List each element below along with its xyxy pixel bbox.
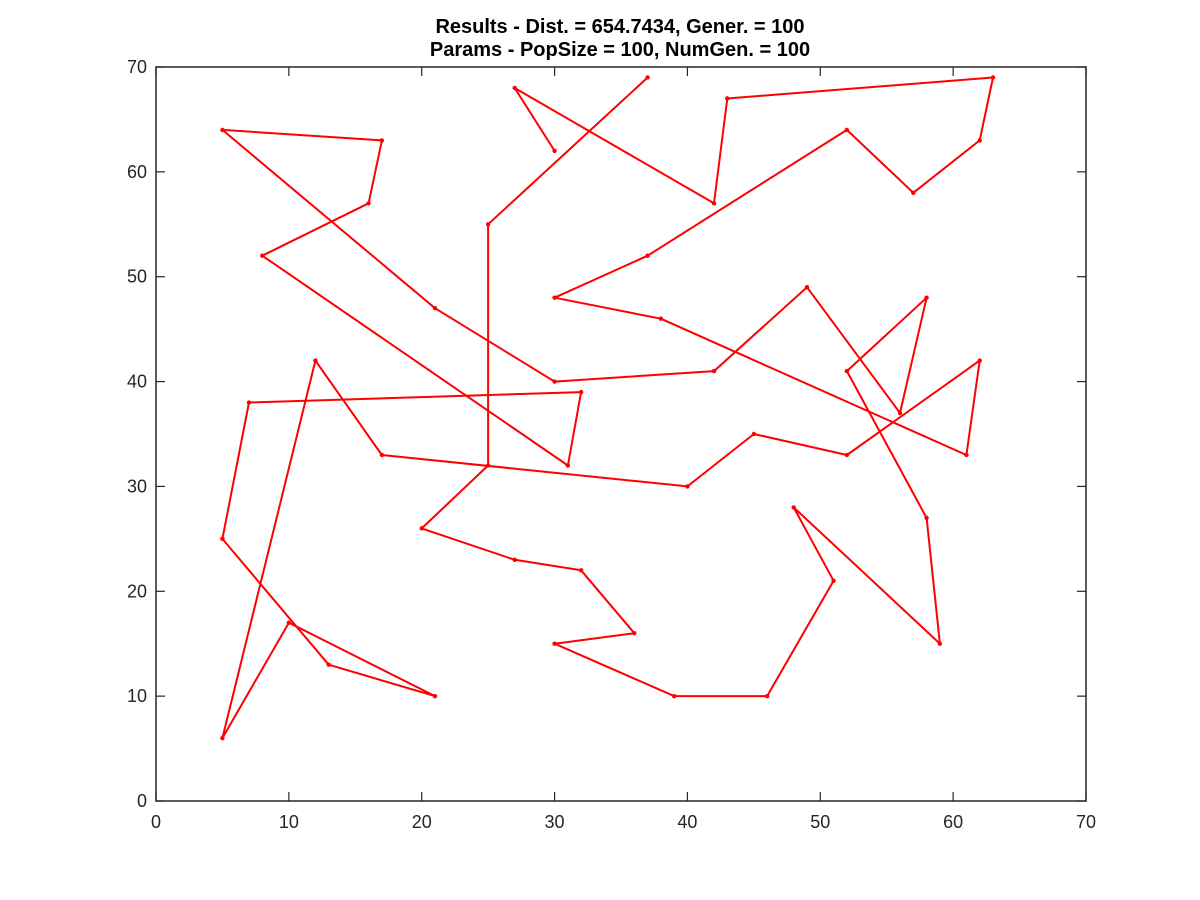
city-point (764, 693, 770, 699)
city-point (552, 379, 557, 384)
y-tick-label: 0 (137, 791, 147, 811)
y-tick-label: 20 (127, 581, 147, 601)
route-line (221, 76, 994, 740)
y-tick-label: 50 (127, 267, 147, 287)
city-point (432, 693, 438, 699)
city-point (658, 316, 664, 321)
x-tick-label: 40 (677, 812, 697, 832)
city-point (977, 138, 982, 143)
city-point (844, 127, 850, 133)
city-point (671, 693, 677, 699)
city-point (990, 75, 996, 80)
y-tick-label: 30 (127, 476, 147, 496)
chart-title: Results - Dist. = 654.7434, Gener. = 100 (435, 16, 804, 38)
city-point (220, 536, 225, 542)
city-point (711, 368, 717, 374)
x-tick-label: 70 (1076, 812, 1096, 832)
y-tick-label: 60 (127, 162, 147, 182)
city-point (419, 526, 424, 531)
city-point (379, 138, 385, 143)
city-point (645, 253, 650, 258)
chart-subtitle: Params - PopSize = 100, NumGen. = 100 (430, 39, 810, 61)
city-point (831, 578, 836, 583)
city-point (512, 557, 517, 563)
x-tick-label: 10 (279, 812, 299, 832)
city-point (632, 631, 637, 636)
city-point (964, 452, 969, 458)
city-point (366, 201, 371, 206)
city-point (565, 463, 571, 468)
city-point (791, 505, 796, 510)
city-point (711, 201, 717, 206)
city-point (937, 641, 943, 646)
city-point (286, 620, 292, 625)
x-tick-label: 50 (810, 812, 830, 832)
city-point (485, 463, 491, 468)
x-tick-label: 60 (943, 812, 963, 832)
city-point (911, 190, 916, 196)
city-point (220, 735, 225, 741)
city-point (552, 148, 557, 154)
city-point (552, 295, 557, 300)
city-point (977, 358, 982, 363)
city-point (924, 295, 929, 300)
city-point (512, 85, 517, 91)
city-point (326, 662, 331, 667)
x-tick-label: 0 (151, 812, 161, 832)
city-point (485, 222, 491, 227)
city-point (260, 253, 265, 258)
axes-box (155, 66, 1087, 802)
city-point (751, 431, 757, 437)
x-tick-label: 30 (545, 812, 565, 832)
city-point (313, 358, 318, 363)
city-point (844, 452, 850, 458)
city-point (246, 400, 252, 405)
city-point (725, 96, 730, 101)
city-point (844, 368, 850, 374)
city-point (379, 452, 385, 458)
city-point (645, 75, 650, 80)
city-point (432, 305, 438, 311)
city-point (578, 389, 584, 395)
city-point (924, 515, 929, 521)
city-point (897, 410, 903, 416)
city-point (804, 285, 810, 290)
city-point (220, 127, 225, 133)
city-point (578, 568, 584, 573)
x-tick-label: 20 (412, 812, 432, 832)
y-tick-label: 70 (127, 57, 147, 77)
plot-area: 0 10 20 30 40 50 60 70 0 10 20 30 40 50 60 70 (127, 57, 1096, 832)
city-point (685, 484, 690, 489)
y-tick-label: 40 (127, 372, 147, 392)
y-tick-label: 10 (127, 686, 147, 706)
city-point (552, 641, 557, 646)
